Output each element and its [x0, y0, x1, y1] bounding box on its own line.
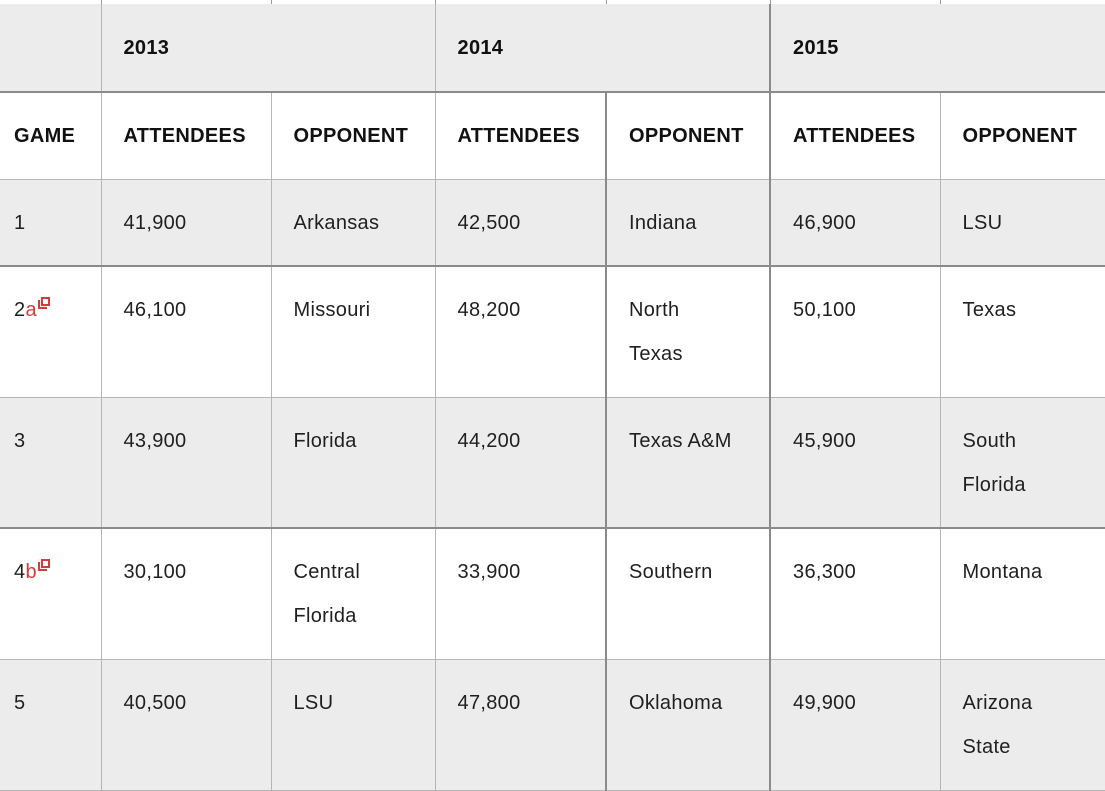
game-number: 2 — [14, 299, 26, 321]
game-number: 3 — [0, 396, 102, 529]
column-header-row: GAME ATTENDEES OPPONENT ATTENDEES OPPONE… — [0, 91, 1105, 180]
header-opponent-2015: OPPONENT — [939, 91, 1105, 180]
year-header-empty — [0, 4, 102, 93]
top-divider — [271, 0, 272, 4]
game-cell: 2a — [0, 265, 102, 398]
opponent-2014: Texas A&M — [605, 396, 771, 529]
year-header-2014: 2014 — [434, 4, 771, 93]
attendees-2015: 49,900 — [769, 658, 941, 791]
opponent-2015: LSU — [939, 178, 1105, 267]
top-divider — [435, 0, 436, 4]
game-number: 1 — [0, 178, 102, 267]
attendees-2014: 33,900 — [434, 527, 607, 660]
attendees-2014: 47,800 — [434, 658, 607, 791]
opponent-2014: Southern — [605, 527, 771, 660]
opponent-2015: Arizona State — [939, 658, 1105, 791]
opponent-2013: Missouri — [270, 265, 436, 398]
top-divider — [770, 0, 771, 4]
game-number: 5 — [0, 658, 102, 791]
attendees-2013: 41,900 — [100, 178, 272, 267]
opponent-2013: Florida — [270, 396, 436, 529]
game-number: 4 — [14, 561, 26, 583]
attendees-2013: 43,900 — [100, 396, 272, 529]
opponent-2015: South Florida — [939, 396, 1105, 529]
attendees-2014: 48,200 — [434, 265, 607, 398]
year-header-2013: 2013 — [100, 4, 436, 93]
opponent-2013: Central Florida — [270, 527, 436, 660]
attendees-2013: 30,100 — [100, 527, 272, 660]
top-divider — [940, 0, 941, 4]
attendees-2015: 45,900 — [769, 396, 941, 529]
opponent-2015: Montana — [939, 527, 1105, 660]
game-cell: 4b — [0, 527, 102, 660]
attendance-table: 2013 2014 2015 GAME ATTENDEES OPPONENT A… — [0, 4, 1105, 791]
top-divider — [101, 0, 102, 4]
opponent-2013: LSU — [270, 658, 436, 791]
attendees-2015: 46,900 — [769, 178, 941, 267]
opponent-2013: Arkansas — [270, 178, 436, 267]
opponent-2014: Oklahoma — [605, 658, 771, 791]
year-header-2015: 2015 — [769, 4, 1105, 93]
attendees-2013: 46,100 — [100, 265, 272, 398]
attendees-2013: 40,500 — [100, 658, 272, 791]
attendees-2015: 50,100 — [769, 265, 941, 398]
table-row: 4b 30,100 Central Florida 33,900 Souther… — [0, 527, 1105, 660]
opponent-2015: Texas — [939, 265, 1105, 398]
footnote-link[interactable]: a — [25, 299, 37, 321]
attendees-2014: 42,500 — [434, 178, 607, 267]
footnote-link[interactable]: b — [25, 561, 37, 583]
header-game: GAME — [0, 91, 102, 180]
opponent-2014: North Texas — [605, 265, 771, 398]
header-attendees-2015: ATTENDEES — [769, 91, 941, 180]
attendees-2014: 44,200 — [434, 396, 607, 529]
popup-icon[interactable] — [37, 559, 51, 572]
table-row: 2a 46,100 Missouri 48,200 North Texas 50… — [0, 265, 1105, 398]
attendees-2015: 36,300 — [769, 527, 941, 660]
header-attendees-2013: ATTENDEES — [100, 91, 272, 180]
year-header-row: 2013 2014 2015 — [0, 4, 1105, 93]
header-opponent-2013: OPPONENT — [270, 91, 436, 180]
popup-icon[interactable] — [37, 297, 51, 310]
opponent-2014: Indiana — [605, 178, 771, 267]
top-divider — [606, 0, 607, 4]
table-row: 1 41,900 Arkansas 42,500 Indiana 46,900 … — [0, 178, 1105, 267]
table-row: 3 43,900 Florida 44,200 Texas A&M 45,900… — [0, 396, 1105, 529]
header-opponent-2014: OPPONENT — [605, 91, 771, 180]
header-attendees-2014: ATTENDEES — [434, 91, 607, 180]
table-row: 5 40,500 LSU 47,800 Oklahoma 49,900 Ariz… — [0, 658, 1105, 791]
